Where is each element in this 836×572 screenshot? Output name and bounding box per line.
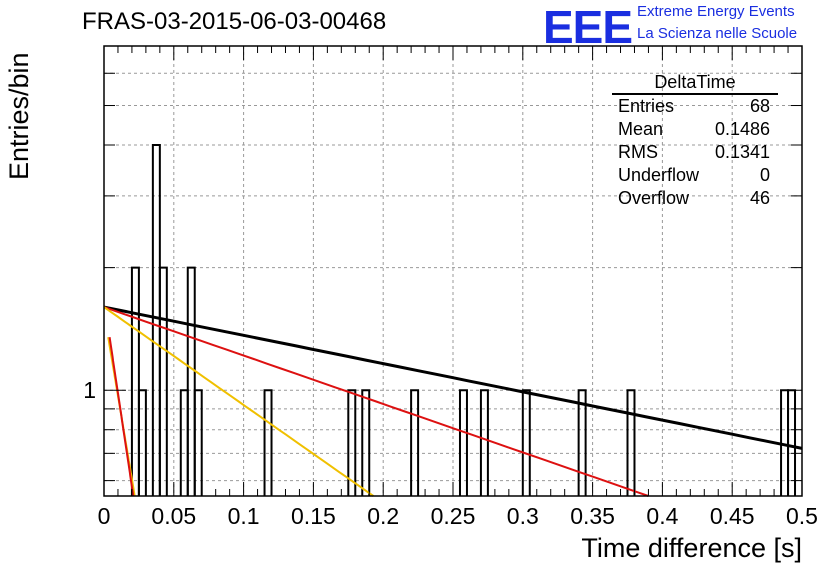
stats-value: 0.1486 bbox=[714, 119, 770, 139]
x-tick-label: 0.3 bbox=[507, 503, 539, 529]
x-tick-label: 0.45 bbox=[710, 503, 755, 529]
histogram-bar bbox=[263, 389, 273, 496]
histogram-bar bbox=[577, 389, 587, 496]
stats-value: 46 bbox=[749, 188, 770, 208]
logo-line-1: Extreme Energy Events bbox=[637, 3, 795, 20]
histogram-bar bbox=[186, 266, 196, 496]
histogram-bar bbox=[137, 389, 147, 496]
histogram-bar bbox=[347, 389, 357, 496]
fit-curve bbox=[103, 305, 803, 450]
histogram-bar bbox=[130, 266, 140, 496]
stats-row: Entries 68 bbox=[612, 95, 778, 118]
histogram-bar bbox=[458, 389, 468, 496]
y-axis-ticks: 1 bbox=[83, 45, 802, 482]
x-tick-label: 0.2 bbox=[367, 503, 399, 529]
stats-value: 0 bbox=[759, 165, 770, 185]
histogram-bar bbox=[158, 266, 168, 496]
x-axis-ticks: 0 0.05 0.1 0.15 0.2 0.25 0.3 0.35 0.4 0.45 0.5 bbox=[98, 46, 818, 529]
stats-value: 68 bbox=[749, 96, 770, 116]
histogram-bar bbox=[151, 143, 161, 496]
stats-title: DeltaTime bbox=[612, 72, 778, 95]
x-tick-label: 0.05 bbox=[151, 503, 196, 529]
histogram-bar bbox=[626, 389, 636, 496]
stats-key: Underflow bbox=[618, 165, 700, 185]
x-tick-label: 0.4 bbox=[646, 503, 678, 529]
stats-key: Overflow bbox=[618, 188, 690, 208]
y-axis-label: Entries/bin bbox=[4, 52, 34, 180]
fit-curve bbox=[103, 306, 374, 497]
x-tick-label: 0.5 bbox=[786, 503, 818, 529]
stats-box: DeltaTime Entries 68 Mean 0.1486 RMS 0.1… bbox=[612, 72, 778, 210]
x-tick-label: 0 bbox=[98, 503, 111, 529]
stats-row: Underflow 0 bbox=[612, 164, 778, 187]
stats-key: Entries bbox=[618, 96, 675, 116]
histogram-bar bbox=[410, 389, 420, 496]
stats-row: RMS 0.1341 bbox=[612, 141, 778, 164]
eee-logo-mark: EEE bbox=[543, 1, 633, 53]
x-tick-label: 0.25 bbox=[431, 503, 476, 529]
stats-row: Overflow 46 bbox=[612, 187, 778, 210]
stats-key: RMS bbox=[618, 142, 658, 162]
histogram-bar bbox=[521, 389, 531, 496]
fit-curve bbox=[103, 306, 649, 497]
fit-curves bbox=[103, 305, 803, 497]
histogram-bar bbox=[479, 389, 489, 496]
x-axis-label: Time difference [s] bbox=[581, 533, 802, 563]
stats-value: 0.1341 bbox=[714, 142, 770, 162]
x-tick-label: 0.1 bbox=[228, 503, 260, 529]
grid-lines bbox=[104, 46, 802, 496]
stats-row: Mean 0.1486 bbox=[612, 118, 778, 141]
x-tick-label: 0.35 bbox=[570, 503, 615, 529]
chart-title: FRAS-03-2015-06-03-00468 bbox=[82, 8, 387, 35]
stats-key: Mean bbox=[618, 119, 664, 139]
histogram-bars bbox=[130, 143, 797, 496]
histogram-bar bbox=[193, 389, 203, 496]
histogram-bar bbox=[361, 389, 371, 496]
fit-curve bbox=[108, 337, 135, 497]
x-tick-label: 0.15 bbox=[291, 503, 336, 529]
logo-line-2: La Scienza nelle Scuole bbox=[637, 25, 798, 42]
y-tick-label: 1 bbox=[83, 377, 96, 403]
